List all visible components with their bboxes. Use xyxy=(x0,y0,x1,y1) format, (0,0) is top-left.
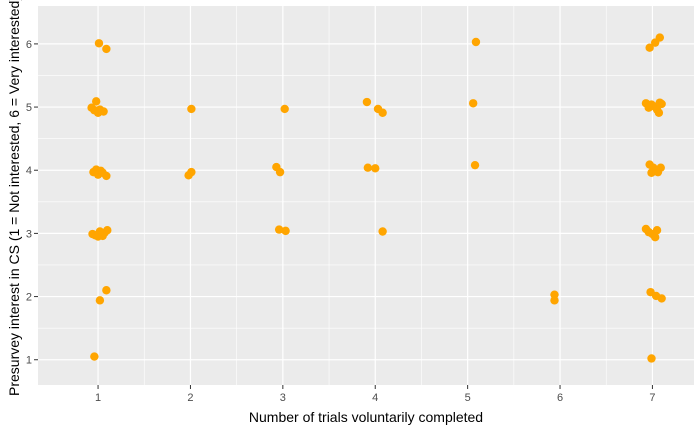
y-tick-label: 4 xyxy=(26,165,32,177)
y-axis: 1 2 3 4 5 6 xyxy=(26,39,38,367)
data-point xyxy=(281,226,290,236)
data-point xyxy=(95,296,105,305)
data-point xyxy=(378,108,387,117)
y-tick-label: 2 xyxy=(26,292,32,304)
x-tick-label: 5 xyxy=(465,392,471,404)
data-point xyxy=(650,232,660,242)
data-point xyxy=(93,108,103,117)
data-point xyxy=(653,167,663,177)
data-point xyxy=(371,164,380,173)
data-point xyxy=(187,104,196,114)
data-point xyxy=(468,99,478,108)
y-tick-label: 5 xyxy=(26,102,32,114)
data-point xyxy=(645,43,654,52)
data-point xyxy=(657,294,666,303)
x-tick-label: 6 xyxy=(557,392,563,404)
x-axis-title: Number of trials voluntarily completed xyxy=(249,409,483,425)
data-point xyxy=(90,352,99,361)
x-tick-label: 1 xyxy=(95,392,101,404)
x-tick-label: 4 xyxy=(372,392,378,404)
y-tick-label: 6 xyxy=(26,39,32,51)
data-point xyxy=(103,226,112,235)
y-axis-title: Presurvey interest in CS (1 = Not intere… xyxy=(6,0,22,396)
x-tick-label: 7 xyxy=(649,392,655,404)
x-tick-label: 2 xyxy=(187,392,193,404)
data-point xyxy=(362,97,372,107)
data-point xyxy=(274,225,284,234)
data-point xyxy=(187,167,196,177)
data-points xyxy=(87,33,666,363)
data-point xyxy=(102,286,111,295)
x-axis: 1 2 3 4 5 6 7 xyxy=(95,385,655,404)
data-point xyxy=(550,296,559,305)
data-point xyxy=(647,354,656,363)
data-point xyxy=(655,33,665,42)
data-point xyxy=(280,104,289,114)
data-point xyxy=(471,37,481,47)
data-point xyxy=(102,44,111,54)
data-point xyxy=(657,99,666,109)
data-point xyxy=(652,226,662,235)
data-point xyxy=(470,160,480,170)
y-tick-label: 3 xyxy=(26,228,32,240)
data-point xyxy=(647,168,656,177)
data-point xyxy=(378,227,387,236)
data-point xyxy=(275,167,285,177)
data-point xyxy=(654,108,664,117)
plot-panel xyxy=(38,6,694,385)
data-point xyxy=(363,163,373,172)
y-tick-label: 1 xyxy=(26,355,32,367)
data-point xyxy=(92,97,101,106)
data-point xyxy=(102,171,111,181)
x-tick-label: 3 xyxy=(280,392,286,404)
data-point xyxy=(94,39,104,48)
